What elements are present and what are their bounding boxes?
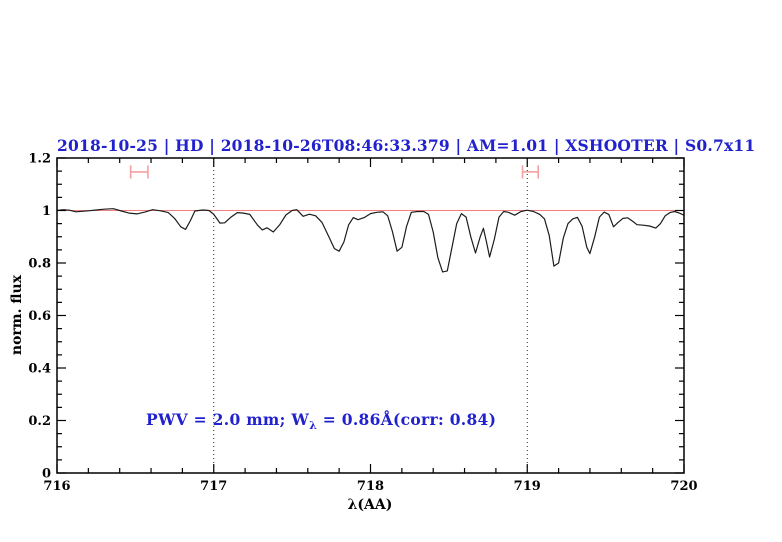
y-tick-label: 0.8 — [28, 257, 51, 272]
y-tick-label: 0.6 — [28, 309, 51, 324]
x-tick-label: 719 — [514, 479, 541, 494]
pwv-annotation: PWV = 2.0 mm; Wλ = 0.86Å(corr: 0.84) — [146, 410, 496, 432]
y-tick-label: 0.4 — [28, 362, 51, 377]
x-tick-label: 717 — [200, 479, 227, 494]
plot-title: 2018-10-25 | HD | 2018-10-26T08:46:33.37… — [57, 136, 756, 155]
y-tick-label: 1 — [42, 204, 51, 219]
pwv-annotation-prefix: PWV = 2.0 mm; W — [146, 410, 310, 429]
x-tick-label: 718 — [357, 479, 384, 494]
y-tick-label: 0 — [42, 467, 51, 482]
y-tick-label: 0.2 — [28, 414, 51, 429]
x-tick-label: 716 — [43, 479, 70, 494]
x-tick-label: 720 — [670, 479, 697, 494]
x-axis-title: λ(AA) — [347, 497, 393, 513]
y-tick-label: 1.2 — [28, 152, 51, 167]
y-axis-title: norm. flux — [9, 274, 25, 356]
pwv-annotation-subscript: λ — [309, 419, 318, 433]
spectrum-line — [56, 208, 685, 273]
pwv-annotation-suffix: = 0.86Å(corr: 0.84) — [317, 410, 497, 429]
